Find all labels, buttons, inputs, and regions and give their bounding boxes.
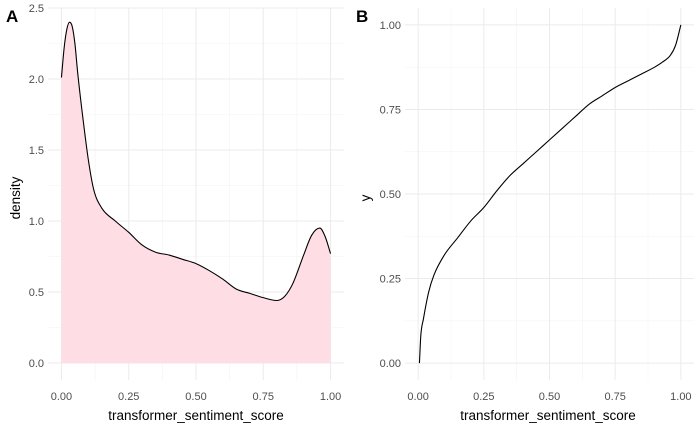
panel-b-x-axis-title: transformer_sentiment_score	[460, 408, 636, 423]
panel-a-label: A	[6, 7, 18, 26]
y-tick-label: 1.0	[29, 216, 44, 228]
x-tick-label: 0.00	[51, 391, 72, 403]
panel-b-line-chart: 0.00 0.25 0.50 0.75 1.00 0.00 0.25 0.50 0.75 1.00…	[356, 7, 694, 423]
x-tick-label: 0.25	[118, 391, 139, 403]
y-tick-label: 0.5	[29, 287, 44, 299]
panel-a-ticks: 0.00 0.25 0.50 0.75 1.00 0.0 0.5 1.0 1.5 2.0 2.5	[29, 3, 342, 403]
panel-b-label: B	[356, 7, 368, 26]
y-tick-label: 1.5	[29, 145, 44, 157]
y-tick-label: 2.0	[29, 74, 44, 86]
y-tick-label: 0.50	[380, 189, 401, 201]
y-tick-label: 0.0	[29, 358, 44, 370]
y-tick-label: 0.00	[380, 358, 401, 370]
panel-a-density-line	[60, 21, 332, 302]
x-tick-label: 0.75	[253, 391, 274, 403]
panel-b-grid	[405, 8, 694, 380]
x-tick-label: 0.25	[473, 391, 494, 403]
x-tick-label: 1.00	[320, 391, 341, 403]
panel-b-cumulative-line	[418, 24, 682, 364]
x-tick-label: 0.00	[407, 391, 428, 403]
x-tick-label: 1.00	[670, 391, 691, 403]
panel-b-ticks: 0.00 0.25 0.50 0.75 1.00 0.00 0.25 0.50 0.75 1.00	[380, 20, 692, 403]
panel-a-density-area	[61, 22, 331, 363]
x-tick-label: 0.50	[539, 391, 560, 403]
y-tick-label: 1.00	[380, 20, 401, 32]
panel-a-x-axis-title: transformer_sentiment_score	[108, 408, 284, 423]
panel-a-density-chart: 0.00 0.25 0.50 0.75 1.00 0.0 0.5 1.0 1.5 2.0 2.5 A…	[6, 3, 344, 423]
x-tick-label: 0.50	[185, 391, 206, 403]
panel-a-y-axis-title: density	[8, 176, 23, 219]
x-tick-label: 0.75	[604, 391, 625, 403]
y-tick-label: 0.25	[380, 274, 401, 286]
panel-b-y-axis-title: y	[358, 194, 373, 201]
y-tick-label: 2.5	[29, 3, 44, 15]
y-tick-label: 0.75	[380, 104, 401, 116]
